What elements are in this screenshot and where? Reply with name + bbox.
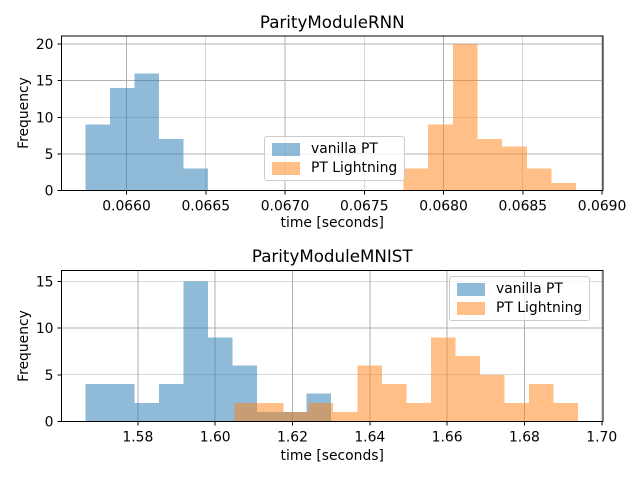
hist-bar-pt-lightning — [529, 384, 554, 422]
y-tick-label: 5 — [45, 147, 54, 163]
x-axis-label-bottom: time [seconds] — [280, 448, 384, 464]
plot-frame — [61, 270, 604, 422]
hist-bar-pt-lightning — [259, 402, 284, 422]
legend-entry-vanilla-pt: vanilla PT — [272, 141, 397, 157]
legend-bottom: vanilla PT PT Lightning — [449, 276, 591, 321]
y-axis-label-bottom: Frequency — [16, 310, 32, 382]
hist-bar-pt-lightning — [430, 337, 456, 422]
hist-bar-pt-lightning — [477, 139, 503, 191]
hist-bar-vanilla-pt — [85, 384, 111, 422]
hist-bar-pt-lightning — [428, 124, 453, 191]
hist-bar-pt-lightning — [357, 365, 382, 422]
hist-bar-pt-lightning — [452, 44, 478, 191]
x-tick-label: 1.68 — [509, 430, 540, 446]
legend-label-pt-lightning: PT Lightning — [496, 300, 583, 316]
legend-label-vanilla-pt: vanilla PT — [311, 141, 378, 157]
y-axis-label-top: Frequency — [16, 77, 32, 149]
x-axis-label-top: time [seconds] — [280, 215, 384, 231]
hist-bar-pt-lightning — [504, 402, 530, 422]
hist-bar-pt-lightning — [406, 402, 431, 422]
hist-bar-pt-lightning — [455, 356, 481, 422]
y-tick-label: 0 — [45, 184, 54, 200]
chart-paritymodulernn: 0.0660 0.0665 0.0670 0.0675 0.0680 0.0685 0.06… — [36, 35, 627, 215]
x-tick-label: 0.0690 — [578, 199, 627, 215]
hist-bar-pt-lightning — [403, 168, 429, 191]
hist-bar-pt-lightning — [308, 402, 333, 422]
hist-bar-vanilla-pt — [208, 337, 233, 422]
x-tick-label: 0.0670 — [261, 199, 310, 215]
x-tick-label: 1.60 — [200, 430, 231, 446]
x-tick-label: 1.64 — [354, 430, 385, 446]
y-tick-label: 10 — [36, 321, 54, 337]
legend-entry-vanilla-pt: vanilla PT — [457, 281, 582, 297]
x-tick-label: 1.58 — [122, 430, 153, 446]
hist-bar-vanilla-pt — [158, 139, 184, 191]
x-tick-label: 1.70 — [586, 430, 617, 446]
legend-top: vanilla PT PT Lightning — [264, 136, 406, 181]
hist-bar-pt-lightning — [283, 412, 309, 422]
hist-bar-pt-lightning — [381, 384, 407, 422]
x-tick-label: 0.0680 — [419, 199, 468, 215]
hist-bar-pt-lightning — [526, 168, 552, 191]
hist-bar-vanilla-pt — [110, 87, 135, 191]
legend-swatch-vanilla-pt — [272, 142, 300, 156]
hist-bar-pt-lightning — [332, 412, 358, 422]
chart-title-rnn: ParityModuleRNN — [259, 12, 405, 32]
plot-frame — [61, 35, 604, 191]
hist-bar-pt-lightning — [234, 402, 260, 422]
x-tick-label: 0.0665 — [181, 199, 230, 215]
y-tick-label: 5 — [45, 368, 54, 384]
hist-bar-vanilla-pt — [159, 384, 184, 422]
legend-swatch-pt-lightning — [272, 161, 300, 175]
chart-paritymodulemnist: 1.58 1.60 1.62 1.64 1.66 1.68 1.70 0 5 10 15 — [36, 270, 617, 446]
legend-swatch-pt-lightning — [457, 301, 485, 315]
hist-bar-vanilla-pt — [183, 281, 209, 422]
chart-title-mnist: ParityModuleMNIST — [251, 246, 413, 266]
hist-bar-vanilla-pt — [134, 402, 160, 422]
hist-bar-vanilla-pt — [183, 168, 208, 191]
y-tick-label: 0 — [45, 415, 54, 431]
x-tick-label: 1.66 — [432, 430, 463, 446]
hist-bar-pt-lightning — [551, 183, 577, 191]
hist-bar-pt-lightning — [553, 402, 579, 422]
hist-bar-vanilla-pt — [134, 73, 159, 191]
x-tick-label: 1.62 — [277, 430, 308, 446]
y-tick-label: 15 — [36, 274, 54, 290]
legend-entry-pt-lightning: PT Lightning — [457, 300, 582, 316]
x-tick-label: 0.0660 — [102, 199, 151, 215]
x-tick-label: 0.0685 — [498, 199, 547, 215]
legend-label-pt-lightning: PT Lightning — [311, 160, 398, 176]
hist-bar-vanilla-pt — [85, 124, 111, 191]
legend-entry-pt-lightning: PT Lightning — [272, 160, 397, 176]
x-tick-label: 0.0675 — [340, 199, 389, 215]
hist-bar-vanilla-pt — [110, 384, 135, 422]
y-tick-label: 15 — [36, 74, 54, 90]
legend-label-vanilla-pt: vanilla PT — [496, 281, 563, 297]
hist-bar-pt-lightning — [502, 146, 527, 191]
legend-swatch-vanilla-pt — [457, 282, 485, 296]
y-tick-label: 20 — [36, 37, 54, 53]
hist-bar-pt-lightning — [480, 374, 505, 422]
y-tick-label: 10 — [36, 110, 54, 126]
